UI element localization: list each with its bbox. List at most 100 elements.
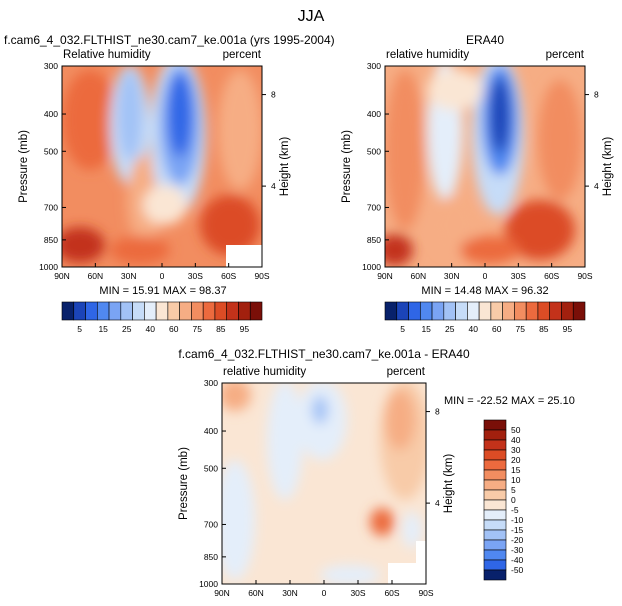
- colorbar-swatch: [108, 301, 122, 321]
- x-tick-label: 90N: [54, 271, 70, 281]
- y-tick-label: 400: [204, 426, 218, 436]
- colorbar-swatch: [514, 301, 527, 321]
- colorbar-swatch: [490, 301, 503, 321]
- x-tick-label: 30N: [444, 271, 460, 281]
- x-tick-label: 30N: [121, 271, 137, 281]
- right-axis-title: Height (km): [602, 137, 614, 197]
- panel-era40-axes: 90N 60N 30N 0 30S 60S 90S 300 400 500 700 850 1000 8 4…: [341, 61, 614, 281]
- colorbar-label: -10: [511, 515, 524, 525]
- colorbar-swatch: [467, 301, 480, 321]
- height-tick-label: 4: [271, 181, 276, 191]
- colorbar-label: 60: [492, 324, 502, 334]
- colorbar-swatch: [61, 301, 75, 321]
- colorbar-swatch: [179, 301, 192, 321]
- right-axis-title: Height (km): [279, 137, 291, 197]
- colorbar-label: 95: [563, 324, 573, 334]
- colorbar-swatch: [419, 301, 433, 321]
- colorbar-label: 40: [469, 324, 479, 334]
- colorbar-swatch: [249, 301, 263, 321]
- colorbar-swatch: [483, 549, 507, 561]
- x-tick-label: 30N: [282, 588, 298, 598]
- x-tick-label: 90S: [418, 588, 433, 598]
- colorbar-label: -30: [511, 545, 524, 555]
- colorbar-label: 5: [511, 485, 516, 495]
- panel-era40-left-label: relative humidity: [386, 49, 469, 61]
- y-axis-title: Pressure (mb): [178, 447, 190, 520]
- x-tick-label: 90N: [214, 588, 230, 598]
- y-tick-label: 1000: [199, 579, 218, 589]
- y-tick-label: 850: [44, 235, 58, 245]
- panel-model-axes: 90N 60N 30N 0 30S 60S 90S 300 400 500 700 850 1000 8 4…: [18, 61, 291, 281]
- y-axis-title: Pressure (mb): [18, 130, 30, 203]
- height-tick-label: 8: [594, 90, 599, 100]
- colorbar-label: 75: [193, 324, 203, 334]
- colorbar-swatch: [191, 301, 204, 321]
- panel-model: f.cam6_4_032.FLTHIST_ne30.cam7_ke.001a (…: [4, 33, 335, 297]
- x-tick-label: 0: [160, 271, 165, 281]
- x-tick-label: 60N: [248, 588, 264, 598]
- colorbar-swatch: [167, 301, 180, 321]
- colorbar-swatch: [572, 301, 586, 321]
- colorbar-label: 5: [77, 324, 82, 334]
- colorbar-swatch: [408, 301, 421, 321]
- panel-difference-left-label: relative humidity: [223, 366, 306, 378]
- colorbar-swatch: [483, 429, 507, 441]
- colorbar-label: -50: [511, 565, 524, 575]
- colorbar-era40: 5 15 25 40 60 75 85 95: [384, 301, 586, 334]
- colorbar-swatch: [214, 301, 228, 321]
- panel-era40-stats: MIN = 14.48 MAX = 96.32: [421, 285, 548, 297]
- colorbar-swatch: [85, 301, 98, 321]
- y-tick-label: 500: [204, 463, 218, 473]
- y-tick-label: 1000: [362, 262, 381, 272]
- panel-era40-title: ERA40: [466, 33, 504, 47]
- colorbar-swatch: [483, 519, 507, 531]
- height-tick-label: 4: [594, 181, 599, 191]
- colorbar-label: 40: [511, 435, 521, 445]
- x-tick-label: 30S: [188, 271, 203, 281]
- height-tick-label: 8: [271, 90, 276, 100]
- height-tick-label: 8: [435, 407, 440, 417]
- right-axis-title: Height (km): [443, 454, 455, 514]
- colorbar-swatch: [478, 301, 492, 321]
- colorbar-swatch: [238, 301, 251, 321]
- x-tick-label: 0: [322, 588, 327, 598]
- panel-difference-axes: 90N 60N 30N 0 30S 60S 90S 300 400 500 700 850 1000 8 4…: [178, 378, 455, 598]
- colorbar-swatch: [431, 301, 445, 321]
- colorbar-label: 60: [169, 324, 179, 334]
- y-tick-label: 700: [204, 519, 218, 529]
- y-tick-label: 300: [204, 378, 218, 388]
- colorbar-swatch: [483, 489, 507, 501]
- panel-difference-title: f.cam6_4_032.FLTHIST_ne30.cam7_ke.001a -…: [178, 347, 470, 361]
- panel-difference: f.cam6_4_032.FLTHIST_ne30.cam7_ke.001a -…: [178, 347, 575, 598]
- colorbar-model: 5 15 25 40 60 75 85 95: [61, 301, 263, 334]
- colorbar-swatch: [483, 419, 507, 431]
- colorbar-swatch: [120, 301, 133, 321]
- panel-difference-field: [222, 383, 426, 584]
- y-tick-label: 850: [204, 552, 218, 562]
- panel-difference-right-label: percent: [387, 366, 426, 378]
- x-tick-label: 60S: [544, 271, 559, 281]
- panel-era40-right-label: percent: [546, 49, 585, 61]
- colorbar-swatch: [155, 301, 169, 321]
- y-tick-label: 300: [367, 61, 381, 71]
- colorbar-label: 0: [511, 495, 516, 505]
- panel-era40: ERA40 relative humidity percent 90N 60N 30…: [341, 33, 614, 297]
- colorbar-swatch: [226, 301, 239, 321]
- colorbar-swatch: [483, 539, 507, 551]
- colorbar-swatch: [73, 301, 86, 321]
- x-tick-label: 90S: [577, 271, 592, 281]
- figure-title: JJA: [298, 8, 325, 25]
- colorbar-label: 20: [511, 455, 521, 465]
- x-tick-label: 90S: [254, 271, 269, 281]
- colorbar-swatch: [384, 301, 398, 321]
- colorbar-swatch: [502, 301, 515, 321]
- y-tick-label: 850: [367, 235, 381, 245]
- colorbar-swatch: [483, 439, 507, 451]
- y-tick-label: 400: [367, 109, 381, 119]
- colorbar-swatch: [483, 499, 507, 511]
- colorbar-label: 75: [516, 324, 526, 334]
- colorbar-swatch: [132, 301, 145, 321]
- x-tick-label: 0: [483, 271, 488, 281]
- y-tick-label: 700: [367, 202, 381, 212]
